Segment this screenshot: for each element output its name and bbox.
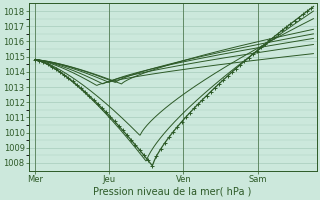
X-axis label: Pression niveau de la mer( hPa ): Pression niveau de la mer( hPa ) xyxy=(93,187,252,197)
